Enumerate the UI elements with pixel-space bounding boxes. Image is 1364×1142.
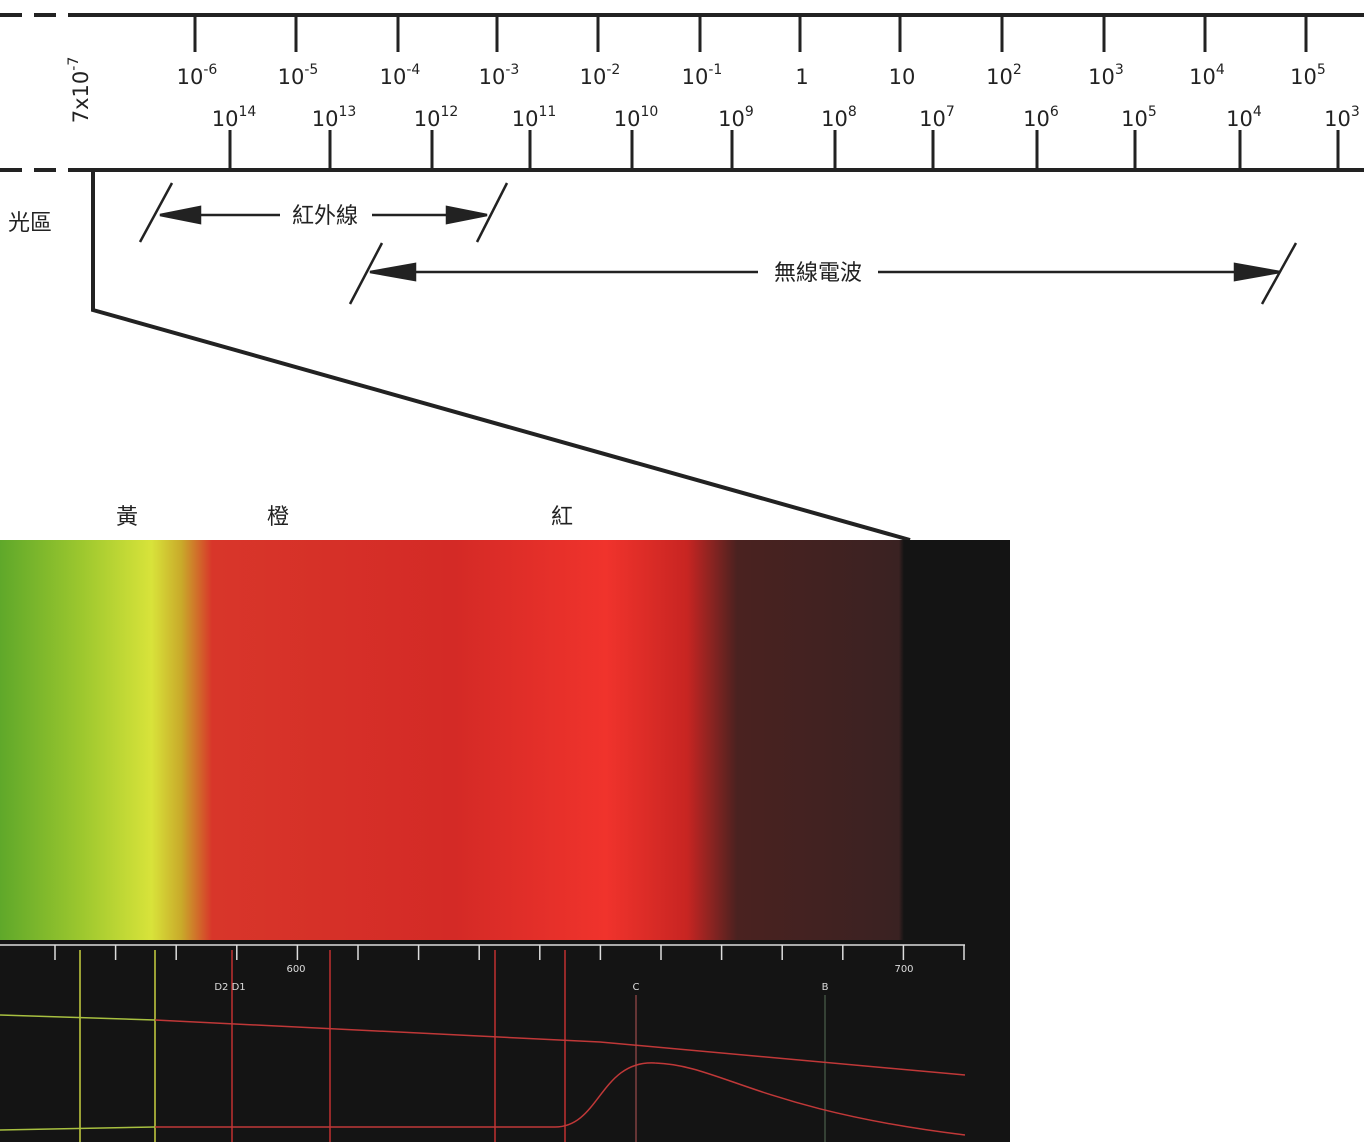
label-base: 10 <box>380 65 407 89</box>
scale-label: 10 <box>889 65 916 89</box>
label-base: 10 <box>718 107 745 131</box>
label-exponent: 3 <box>1351 104 1360 120</box>
label-exponent: 6 <box>1050 104 1059 120</box>
label-exponent: 13 <box>338 104 356 120</box>
label-exponent: -4 <box>406 62 420 78</box>
scale-label: 1 <box>795 65 808 89</box>
label-base: 10 <box>986 65 1013 89</box>
scale-label: 1014 <box>212 104 257 131</box>
label-exponent: 4 <box>1253 104 1262 120</box>
scale-label: 10-3 <box>479 62 520 89</box>
label-base: 10 <box>212 107 239 131</box>
label-exponent: -3 <box>505 62 519 78</box>
label-exponent: 2 <box>1013 62 1022 78</box>
label-exponent: 7 <box>946 104 955 120</box>
scale-label: 104 <box>1226 104 1262 131</box>
scale-label: 109 <box>718 104 754 131</box>
label-exponent: -6 <box>203 62 217 78</box>
label-base: 10 <box>580 65 607 89</box>
color-name: 橙 <box>267 505 289 530</box>
line-label: D2 D1 <box>214 982 245 993</box>
scale-label: 103 <box>1324 104 1360 131</box>
label-exponent: 11 <box>538 104 556 120</box>
label-exponent: -2 <box>606 62 620 78</box>
label-base: 10 <box>414 107 441 131</box>
scale-label: 7x10-7 <box>66 57 93 123</box>
label-base: 7x10 <box>69 71 93 124</box>
label-exponent: 3 <box>1115 62 1124 78</box>
plot-label: 600 <box>286 964 305 975</box>
color-name: 黃 <box>116 505 138 530</box>
label-base: 10 <box>821 107 848 131</box>
region-label: 光區 <box>8 211 52 236</box>
scale-label: 10-4 <box>380 62 421 89</box>
scale-label: 103 <box>1088 62 1124 89</box>
label-base: 10 <box>312 107 339 131</box>
label-exponent: 5 <box>1148 104 1157 120</box>
label-base: 1 <box>795 65 808 89</box>
label-exponent: 14 <box>238 104 256 120</box>
plot-label: 700 <box>894 964 913 975</box>
scale-label: 1013 <box>312 104 357 131</box>
region-arrows <box>140 183 1296 304</box>
label-exponent: 5 <box>1317 62 1326 78</box>
spectrum-band <box>0 540 1010 940</box>
scale-label: 102 <box>986 62 1022 89</box>
label-base: 10 <box>479 65 506 89</box>
spectrum-diagram: 光區 紅外線 無線電波 10-610-510-410-310-210-11101… <box>0 0 1364 1142</box>
region-label: 無線電波 <box>774 261 862 286</box>
scale-label: 108 <box>821 104 857 131</box>
label-exponent: 10 <box>640 104 658 120</box>
label-base: 10 <box>1189 65 1216 89</box>
scale-label: 105 <box>1290 62 1326 89</box>
label-base: 10 <box>1121 107 1148 131</box>
label-base: 10 <box>682 65 709 89</box>
label-base: 10 <box>512 107 539 131</box>
label-exponent: -7 <box>66 57 82 71</box>
label-exponent: -5 <box>304 62 318 78</box>
scale-label: 1011 <box>512 104 557 131</box>
label-base: 10 <box>1290 65 1317 89</box>
label-base: 10 <box>1324 107 1351 131</box>
line-label: B <box>822 982 829 993</box>
label-base: 10 <box>278 65 305 89</box>
scale-label: 1012 <box>414 104 459 131</box>
label-exponent: 9 <box>745 104 754 120</box>
label-base: 10 <box>1088 65 1115 89</box>
line-label: C <box>633 982 640 993</box>
scale-label: 10-5 <box>278 62 319 89</box>
scale-label: 10-6 <box>177 62 218 89</box>
label-base: 10 <box>889 65 916 89</box>
label-base: 10 <box>614 107 641 131</box>
scale-label: 107 <box>919 104 955 131</box>
color-name: 紅 <box>551 505 573 530</box>
label-base: 10 <box>1226 107 1253 131</box>
region-label: 紅外線 <box>292 204 358 229</box>
scale-label: 105 <box>1121 104 1157 131</box>
scale-frame <box>0 15 1364 540</box>
label-exponent: 8 <box>848 104 857 120</box>
scale-label: 10-2 <box>580 62 621 89</box>
spectrum-plot <box>0 940 1010 1142</box>
label-exponent: 12 <box>440 104 458 120</box>
scale-label: 1010 <box>614 104 659 131</box>
scale-label: 104 <box>1189 62 1225 89</box>
label-base: 10 <box>919 107 946 131</box>
label-base: 10 <box>177 65 204 89</box>
label-exponent: 4 <box>1216 62 1225 78</box>
label-base: 10 <box>1023 107 1050 131</box>
scale-label: 106 <box>1023 104 1059 131</box>
label-exponent: -1 <box>708 62 722 78</box>
scale-label: 10-1 <box>682 62 723 89</box>
